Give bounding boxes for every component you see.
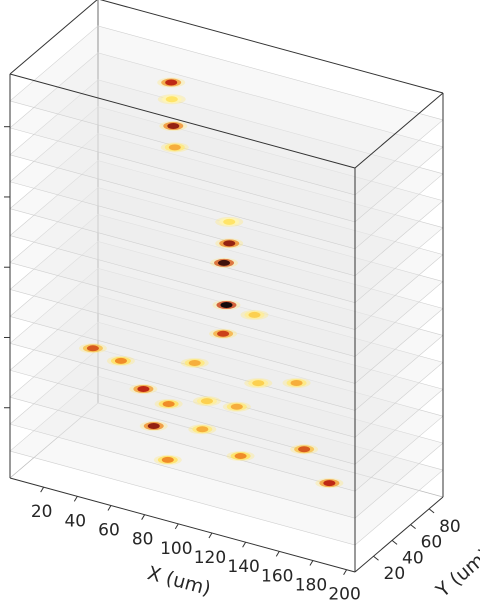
y-tick-label-3: 60 xyxy=(421,533,443,553)
x-tick-label-2: 40 xyxy=(64,511,86,531)
hotspot-13 xyxy=(180,357,209,368)
y-tick-label-2: 40 xyxy=(402,548,424,568)
hotspot-core xyxy=(165,79,178,86)
hotspot-core xyxy=(165,96,178,103)
x-tick-label-1: 20 xyxy=(31,502,53,522)
x-tick-5 xyxy=(174,523,179,530)
box-edge-front-top xyxy=(9,73,356,169)
hotspot-1 xyxy=(157,77,186,88)
x-tick-2 xyxy=(73,496,78,502)
hotspot-4 xyxy=(160,142,189,153)
hotspot-core xyxy=(114,357,127,364)
hotspot-3 xyxy=(159,121,188,132)
hotspot-12 xyxy=(106,355,135,366)
x-tick-label-10: 200 xyxy=(328,585,360,603)
hotspot-core xyxy=(220,302,233,309)
front-box-edges xyxy=(9,0,444,573)
x-tick-label-7: 140 xyxy=(227,557,259,577)
hotspot-18 xyxy=(192,396,221,407)
hotspot-19 xyxy=(222,401,251,412)
box-edge-back-bottom xyxy=(97,402,444,498)
slice-planes xyxy=(9,25,444,546)
y-tick-2 xyxy=(391,540,398,545)
x-tick-label-9: 180 xyxy=(295,576,327,596)
hotspot-core xyxy=(290,379,303,386)
hotspot-17 xyxy=(154,398,183,409)
hotspot-14 xyxy=(244,378,273,389)
hotspot-core xyxy=(147,423,160,430)
hotspot-23 xyxy=(153,454,182,465)
hotspot-6 xyxy=(215,238,244,249)
y-tick-1 xyxy=(373,555,379,561)
hotspot-7 xyxy=(210,257,239,268)
x-tick-4 xyxy=(141,514,146,520)
y-tick-3 xyxy=(410,524,416,530)
hotspot-8 xyxy=(212,300,241,311)
y-tick-label-4: 80 xyxy=(439,517,461,537)
y-axis-label: Y (um) xyxy=(431,544,480,602)
hotspot-core xyxy=(167,123,180,130)
hotspot-core xyxy=(230,403,243,410)
box-edge-back-top xyxy=(99,0,444,94)
hotspot-core xyxy=(223,240,236,247)
hotspot-9 xyxy=(240,309,269,320)
box-edge-back-left xyxy=(9,402,99,479)
box-edge-left-top xyxy=(9,0,98,75)
x-tick-9 xyxy=(309,560,314,566)
box-edge-right-bottom xyxy=(354,496,444,573)
hotspot-21 xyxy=(188,424,217,435)
hotspot-24 xyxy=(315,478,344,489)
hotspot-core xyxy=(218,259,231,266)
hotspot-11 xyxy=(78,343,107,354)
x-tick-3 xyxy=(107,505,112,511)
hotspot-16 xyxy=(129,384,158,395)
hotspot-core xyxy=(137,386,150,393)
x-tick-label-3: 60 xyxy=(98,521,120,541)
y-tick-label-1: 20 xyxy=(384,564,406,584)
hotspot-15 xyxy=(282,377,311,388)
hotspot-25 xyxy=(226,451,255,462)
hotspot-core xyxy=(323,480,336,487)
hotspot-core xyxy=(223,218,236,225)
hotspot-core xyxy=(188,359,201,366)
hotspot-core xyxy=(200,398,213,405)
hotspot-core xyxy=(161,456,174,463)
x-tick-7 xyxy=(242,541,247,548)
x-tick-8 xyxy=(275,551,280,557)
hotspot-10 xyxy=(209,328,238,339)
hotspot-core xyxy=(217,330,230,337)
hotspot-5 xyxy=(215,216,244,227)
hotspot-core xyxy=(86,345,99,352)
box-edge-right-top xyxy=(354,92,444,169)
x-tick-label-4: 80 xyxy=(132,530,154,550)
hotspot-core xyxy=(162,400,175,407)
x-tick-label-8: 160 xyxy=(261,566,293,586)
x-tick-6 xyxy=(208,532,213,539)
hotspot-core xyxy=(168,144,181,151)
hotspot-20 xyxy=(139,421,168,432)
axis-ticks xyxy=(4,126,435,575)
hotspot-core xyxy=(248,311,261,318)
hotspot-core xyxy=(298,446,311,453)
x-tick-10 xyxy=(343,569,348,575)
y-tick-4 xyxy=(428,508,435,514)
hotspot-22 xyxy=(290,444,319,455)
hotspots xyxy=(78,77,344,489)
x-tick-label-5: 100 xyxy=(160,539,192,559)
box-edge-front-bottom xyxy=(9,477,356,573)
hotspot-core xyxy=(252,380,265,387)
hotspot-core xyxy=(196,426,209,433)
hotspot-2 xyxy=(157,94,186,105)
back-box-edges xyxy=(9,0,444,498)
x-tick-1 xyxy=(40,486,45,493)
x-tick-label-6: 120 xyxy=(194,548,226,568)
hotspot-core xyxy=(234,453,247,460)
